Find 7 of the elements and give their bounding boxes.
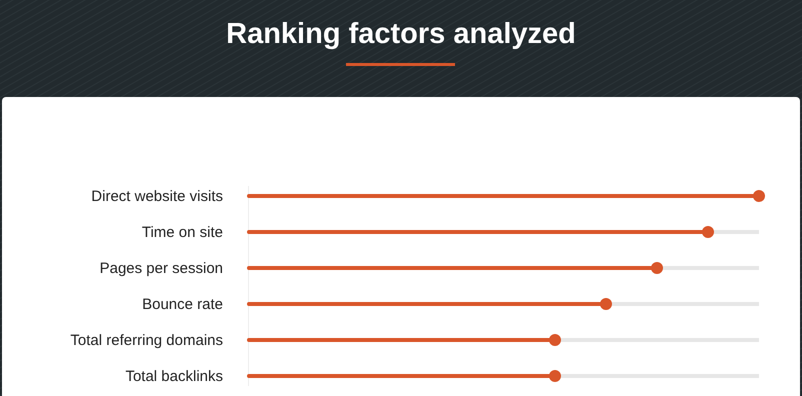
y-tick-label: Total backlinks [125,368,223,385]
y-tick-label: Total referring domains [70,332,223,349]
y-tick-label: Bounce rate [142,296,223,313]
y-tick-label: Time on site [142,224,223,241]
y-tick-label: Direct website visits [91,188,223,205]
y-tick-label: Pages per session [100,260,223,277]
chart-title: Ranking factors analyzed [226,18,576,50]
